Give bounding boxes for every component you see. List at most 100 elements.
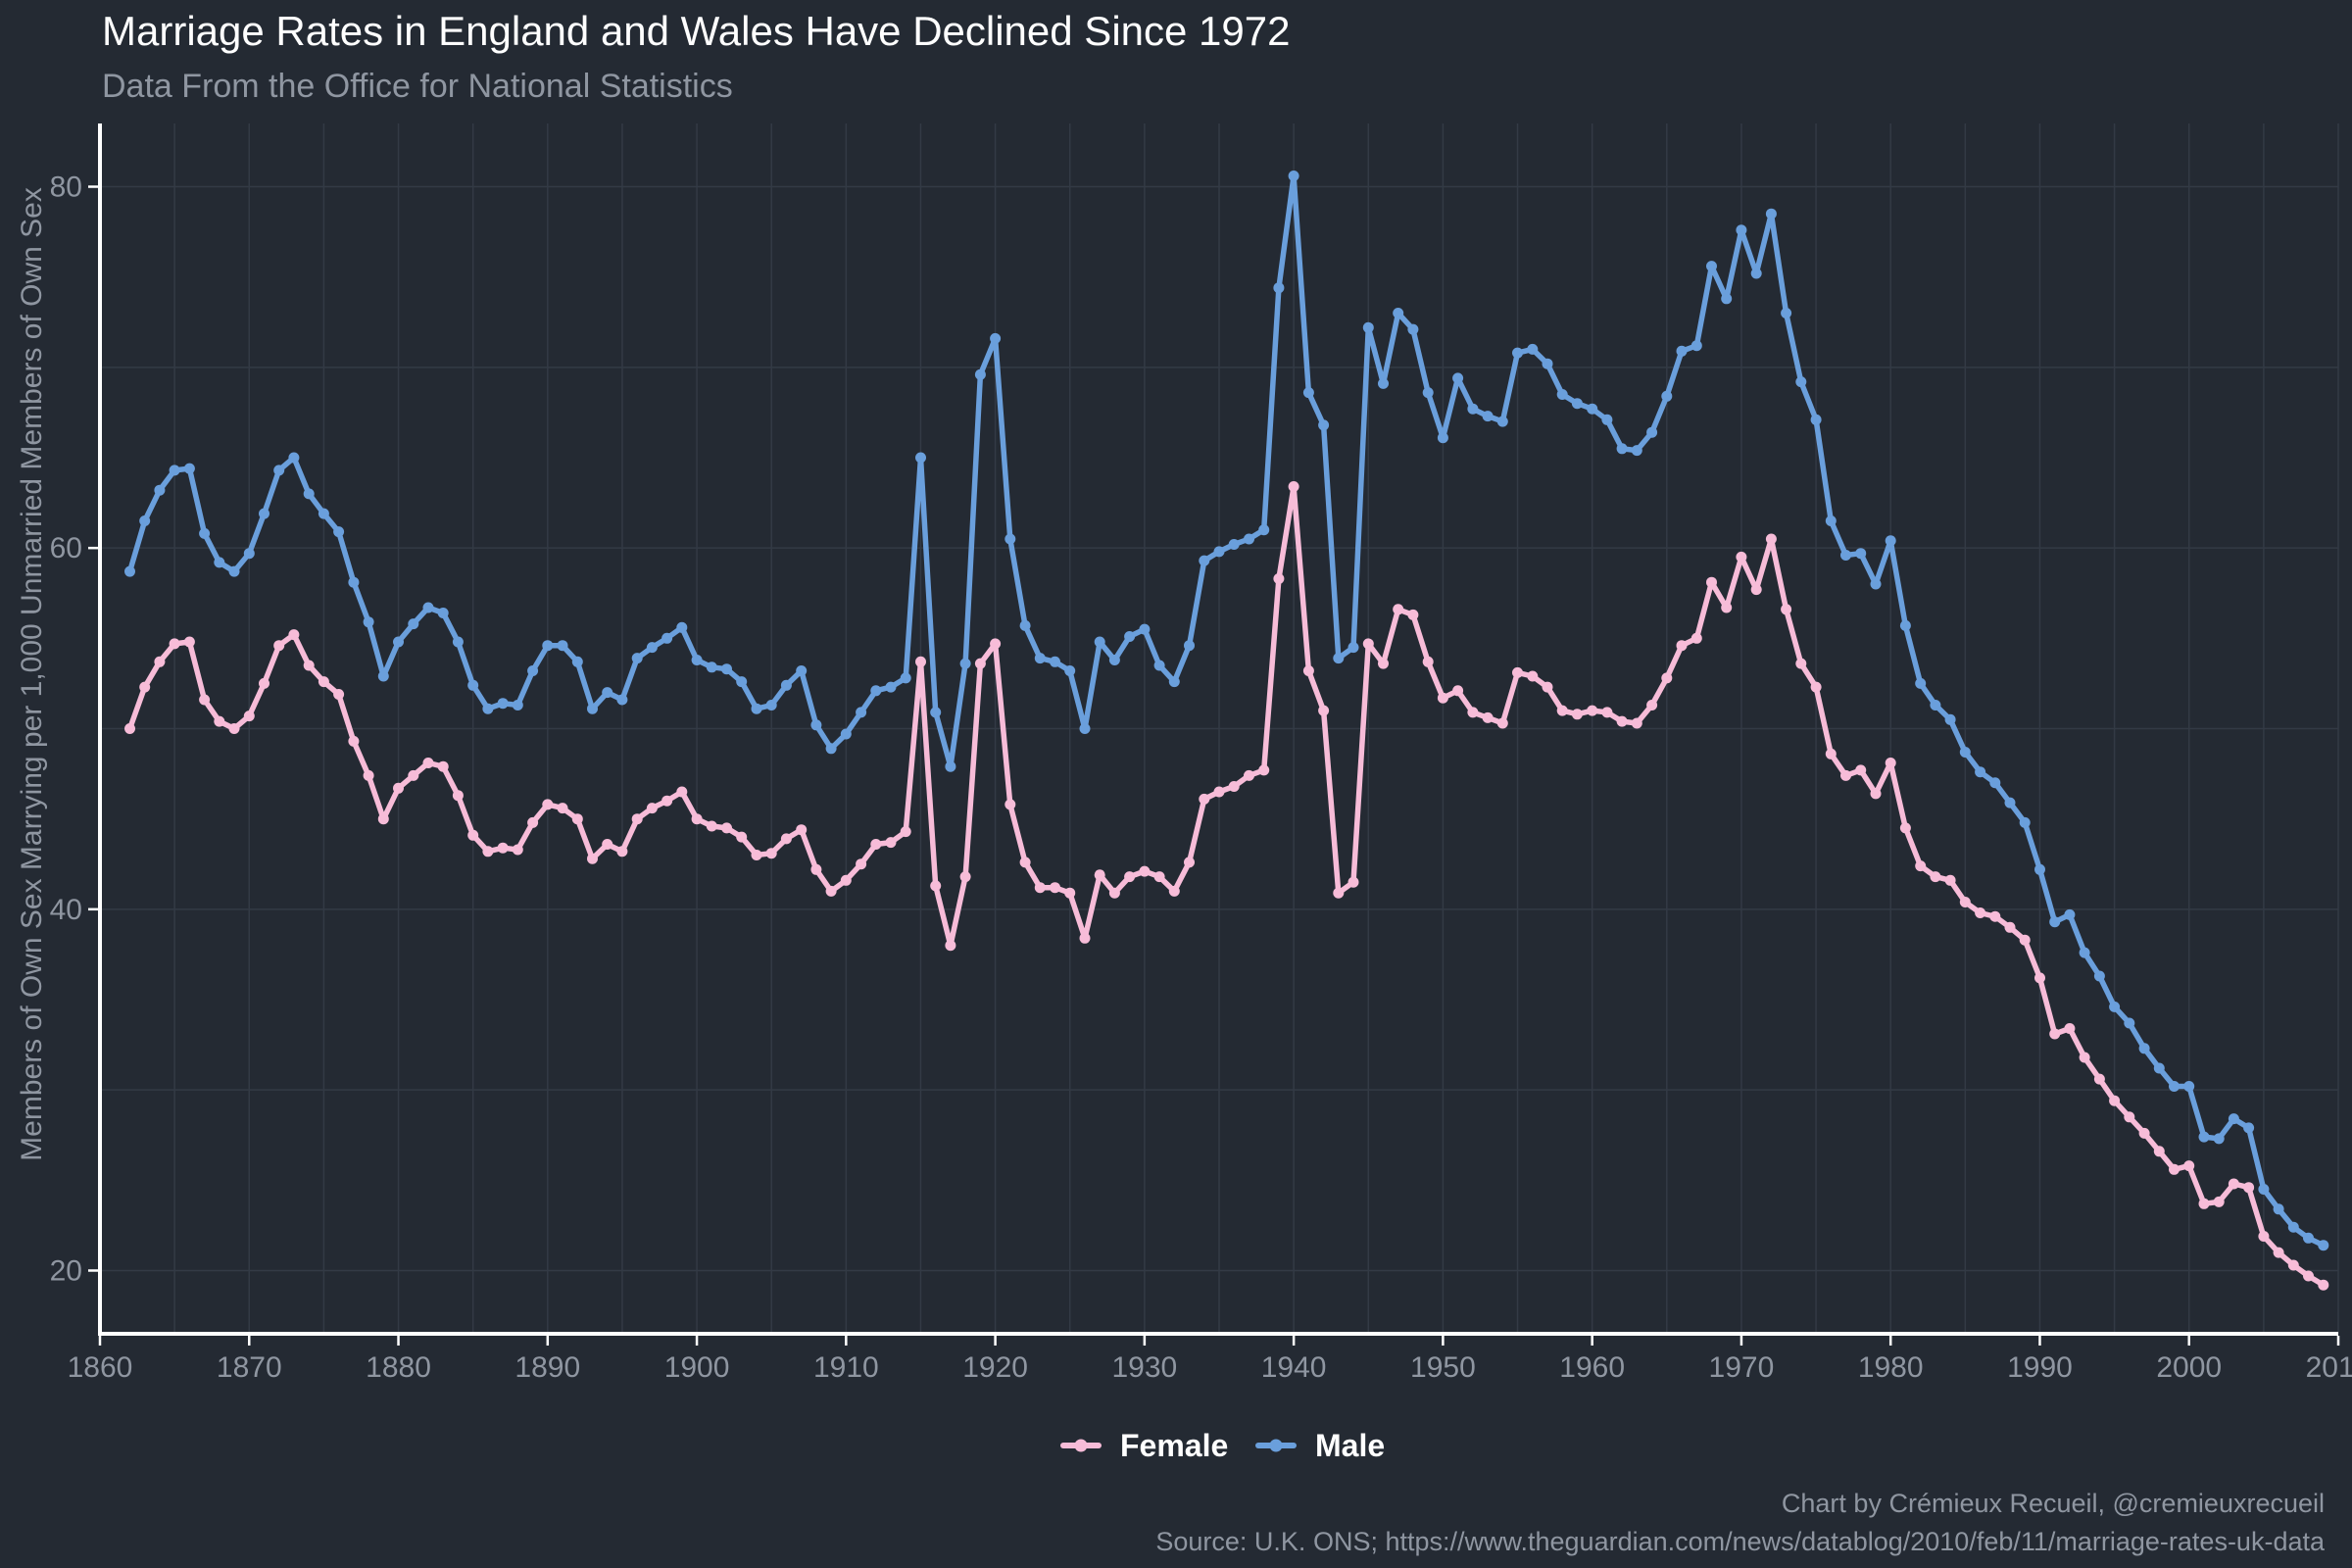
female-point (1333, 887, 1345, 899)
male-point (1004, 533, 1016, 545)
male-point (1422, 387, 1434, 399)
male-point (2004, 797, 2016, 808)
male-point (1616, 443, 1628, 455)
female-point (631, 813, 643, 825)
x-tick-label: 1860 (68, 1351, 133, 1384)
male-point (363, 616, 374, 628)
male-point (1959, 747, 1971, 758)
female-point (1631, 717, 1642, 729)
male-point (273, 465, 285, 476)
female-point (840, 874, 852, 886)
male-point (408, 618, 419, 630)
male-point (1542, 358, 1553, 369)
male-point (214, 557, 225, 568)
female-point (2213, 1196, 2225, 1207)
male-point (945, 760, 956, 772)
x-tick-label: 1970 (1709, 1351, 1775, 1384)
male-point (422, 602, 434, 613)
male-point (1244, 533, 1254, 545)
female-point (2153, 1146, 2165, 1157)
male-point (467, 679, 479, 691)
female-point (273, 640, 285, 652)
male-point (1393, 308, 1404, 318)
female-point (616, 846, 628, 858)
female-point (437, 760, 449, 772)
male-point (2258, 1184, 2270, 1195)
male-point (736, 676, 748, 688)
male-point (1094, 636, 1105, 648)
female-point (1184, 857, 1195, 868)
male-point (1318, 419, 1330, 431)
female-point (796, 824, 808, 836)
male-point (527, 665, 539, 676)
male-point (2049, 916, 2061, 928)
female-point (2138, 1127, 2150, 1139)
male-point (1556, 389, 1568, 400)
female-point (333, 689, 345, 700)
male-point (691, 655, 703, 665)
female-point (1736, 551, 1747, 563)
female-point (990, 638, 1002, 650)
female-point (214, 715, 225, 727)
female-point (183, 636, 195, 648)
male-point (2183, 1081, 2195, 1092)
female-point (1527, 670, 1539, 682)
female-point (2273, 1247, 2284, 1258)
male-point (393, 636, 404, 648)
female-point (1496, 717, 1508, 729)
female-point (1482, 711, 1494, 723)
male-point (1601, 414, 1613, 425)
female-point (1302, 665, 1314, 676)
grid-layer (99, 123, 2339, 1334)
female-point (1153, 871, 1165, 883)
male-point (2198, 1131, 2210, 1143)
legend-swatch-point (1074, 1439, 1088, 1452)
female-point (393, 782, 404, 794)
male-point (780, 679, 792, 691)
male-point (616, 694, 628, 706)
female-point (1601, 707, 1613, 718)
male-point (1258, 524, 1270, 536)
female-point (721, 822, 732, 834)
female-point (1676, 640, 1688, 652)
female-point (1288, 481, 1299, 492)
male-point (2169, 1081, 2180, 1092)
male-point (2213, 1133, 2225, 1145)
male-point (796, 665, 808, 676)
male-point (1496, 416, 1508, 427)
male-point (1108, 655, 1120, 665)
male-point (2064, 908, 2076, 920)
y-tick-label: 60 (50, 532, 82, 564)
male-point (915, 452, 926, 464)
female-point (1050, 882, 1060, 894)
female-point (363, 769, 374, 781)
male-point (1124, 631, 1136, 642)
male-point (1930, 700, 1941, 710)
female-point (1899, 822, 1911, 834)
legend-key-male: Male (1255, 1428, 1385, 1463)
male-point (1482, 411, 1494, 422)
male-point (2318, 1240, 2329, 1251)
x-tick-label: 1980 (1858, 1351, 1924, 1384)
female-point (1825, 748, 1837, 760)
male-point (1168, 676, 1180, 688)
male-point (2124, 1017, 2135, 1029)
female-point (1452, 685, 1464, 697)
legend-label: Female (1120, 1428, 1228, 1463)
female-point (467, 829, 479, 841)
female-point (1124, 871, 1136, 883)
female-point (571, 813, 583, 825)
x-tick-label: 1990 (2007, 1351, 2073, 1384)
x-tick-label: 2010 (2306, 1351, 2352, 1384)
male-point (2243, 1122, 2255, 1134)
male-point (974, 368, 986, 380)
male-point (1199, 555, 1210, 566)
male-point (1646, 426, 1658, 438)
chart-title: Marriage Rates in England and Wales Have… (102, 8, 1290, 54)
male-point (765, 700, 777, 710)
legend-label: Male (1315, 1428, 1385, 1463)
chart-source: Source: U.K. ONS; https://www.theguardia… (1155, 1527, 2326, 1556)
male-point (1407, 323, 1419, 335)
